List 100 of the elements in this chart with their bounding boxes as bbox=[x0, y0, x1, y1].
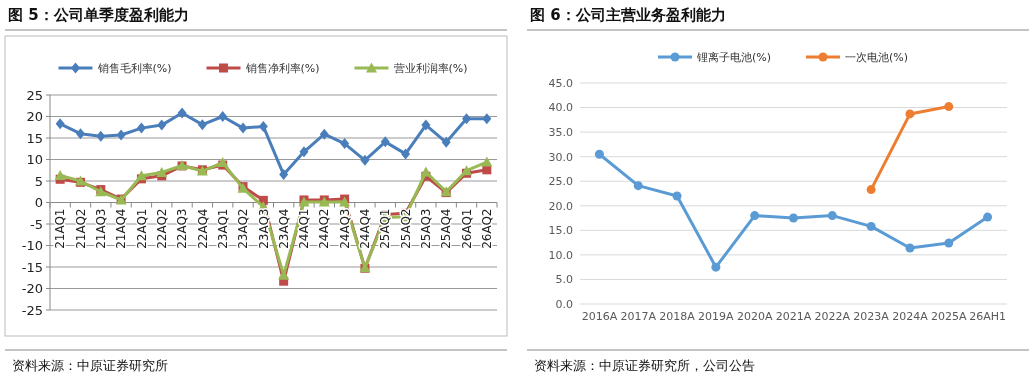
x-tick-label: 2021A bbox=[775, 310, 812, 323]
x-tick-label: 2022A bbox=[814, 310, 851, 323]
x-tick-label: 23AQ3 bbox=[256, 208, 271, 249]
point bbox=[905, 109, 915, 119]
y-tick-label: 10.0 bbox=[548, 248, 573, 262]
y-tick-label: -10 bbox=[21, 238, 43, 254]
x-tick-label: 22AQ2 bbox=[154, 208, 169, 249]
y-tick-label: -25 bbox=[21, 302, 43, 318]
x-tick-label: 25AQ3 bbox=[419, 208, 434, 249]
x-tick-label: 21AQ1 bbox=[53, 208, 68, 249]
x-tick-label: 21AQ2 bbox=[73, 208, 88, 249]
legend-label: 锂离子电池(%) bbox=[696, 50, 772, 64]
point bbox=[905, 243, 915, 253]
x-tick-label: 21AQ4 bbox=[114, 208, 129, 249]
point bbox=[54, 169, 66, 180]
y-tick-label: 40.0 bbox=[548, 101, 573, 115]
y-tick-label: 30.0 bbox=[548, 150, 573, 164]
x-tick-label: 22AQ1 bbox=[134, 208, 149, 249]
x-tick-label: 22AQ4 bbox=[195, 208, 210, 249]
point bbox=[279, 169, 289, 181]
point bbox=[55, 118, 65, 130]
point bbox=[482, 113, 492, 125]
x-tick-label: 2025A bbox=[931, 310, 967, 323]
x-tick-label: 2018A bbox=[659, 310, 696, 323]
y-tick-label: 35.0 bbox=[548, 125, 573, 139]
x-tick-label: 21AQ3 bbox=[94, 208, 108, 249]
point bbox=[789, 213, 798, 223]
y-tick-label: 5.0 bbox=[555, 273, 573, 287]
x-tick-label: 2016A bbox=[581, 310, 618, 323]
point bbox=[157, 119, 167, 131]
point bbox=[711, 262, 721, 272]
x-tick-label: 25AQ4 bbox=[439, 208, 454, 249]
point bbox=[866, 185, 876, 195]
point bbox=[136, 122, 146, 134]
chart-title: 图 5：公司单季度盈利能力 bbox=[8, 6, 189, 24]
legend-label: 一次电池(%) bbox=[845, 50, 909, 64]
x-tick-label: 24AQ2 bbox=[317, 208, 332, 249]
legend-label: 销售毛利率(%) bbox=[96, 61, 172, 75]
y-tick-label: -15 bbox=[21, 259, 43, 275]
y-tick-label: 10 bbox=[26, 152, 43, 168]
text: 资料来源：中原证券研究所，公司公告 bbox=[534, 358, 755, 373]
point bbox=[177, 107, 187, 119]
x-tick-label: 26AH1 bbox=[969, 310, 1006, 323]
point bbox=[594, 149, 604, 159]
point bbox=[672, 191, 682, 201]
point bbox=[116, 129, 126, 141]
point bbox=[380, 136, 390, 148]
point bbox=[944, 102, 954, 112]
y-tick-label: 15 bbox=[26, 130, 43, 146]
point bbox=[197, 119, 207, 131]
x-tick-label: 26AQ2 bbox=[480, 208, 495, 249]
x-tick-label: 25AQ2 bbox=[398, 208, 413, 249]
point bbox=[481, 156, 493, 167]
text: 资料来源：中原证券研究所 bbox=[12, 358, 168, 373]
point bbox=[420, 166, 432, 177]
legend-label: 销售净利率(%) bbox=[244, 61, 320, 75]
point bbox=[238, 122, 248, 134]
point bbox=[441, 136, 451, 148]
point bbox=[944, 238, 954, 248]
x-tick-label: 24AQ3 bbox=[337, 208, 352, 249]
y-tick-label: 20.0 bbox=[548, 199, 573, 213]
point bbox=[750, 211, 760, 221]
x-tick-label: 2019A bbox=[698, 310, 735, 323]
x-tick-label: 26AQ1 bbox=[459, 208, 474, 249]
y-tick-label: 25.0 bbox=[548, 175, 573, 189]
x-tick-label: 23AQ2 bbox=[236, 208, 251, 249]
x-tick-label: 2023A bbox=[853, 310, 890, 323]
point bbox=[827, 211, 837, 221]
x-tick-label: 2017A bbox=[620, 310, 657, 323]
point bbox=[401, 148, 411, 160]
point bbox=[866, 221, 876, 231]
x-tick-label: 2020A bbox=[736, 310, 773, 323]
y-tick-label: 45.0 bbox=[548, 76, 573, 90]
legend-label: 营业利润率(%) bbox=[393, 61, 468, 75]
y-tick-label: -5 bbox=[30, 216, 43, 232]
point bbox=[135, 170, 147, 181]
point bbox=[75, 128, 85, 140]
point bbox=[340, 138, 350, 150]
point bbox=[319, 128, 329, 140]
y-tick-label: 20 bbox=[26, 109, 43, 125]
point bbox=[258, 120, 268, 132]
point bbox=[421, 119, 431, 131]
x-tick-label: 24AQ4 bbox=[358, 208, 373, 249]
x-tick-label: 2024A bbox=[892, 310, 929, 323]
y-tick-label: 0.0 bbox=[555, 297, 573, 311]
y-tick-label: 25 bbox=[26, 87, 43, 103]
x-tick-label: 23AQ4 bbox=[276, 208, 291, 249]
y-tick-label: 0 bbox=[34, 195, 43, 211]
x-tick-label: 25AQ1 bbox=[378, 208, 393, 249]
y-tick-label: 5 bbox=[34, 173, 43, 189]
point bbox=[983, 212, 993, 222]
point bbox=[218, 111, 228, 122]
chart-title: 图 6：公司主营业务盈利能力 bbox=[530, 6, 726, 24]
x-tick-label: 24AQ1 bbox=[297, 208, 312, 249]
point bbox=[633, 181, 643, 191]
x-tick-label: 22AQ3 bbox=[175, 208, 190, 249]
point bbox=[156, 166, 168, 177]
y-tick-label: -20 bbox=[21, 281, 43, 297]
point bbox=[360, 154, 370, 166]
point bbox=[299, 146, 309, 158]
